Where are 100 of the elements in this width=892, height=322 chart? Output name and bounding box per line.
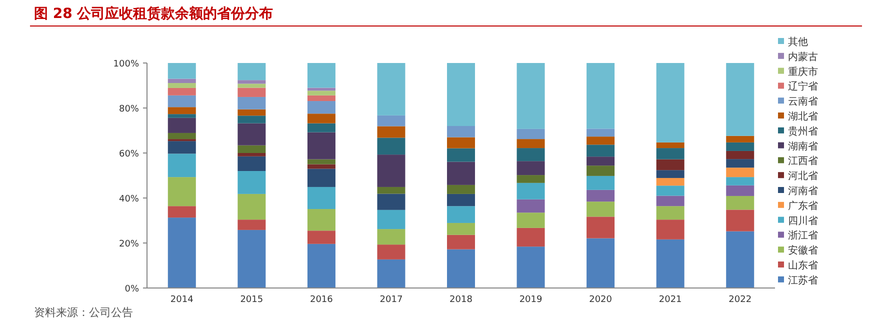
x-tick-label: 2019: [519, 295, 543, 305]
bar: [168, 63, 196, 79]
x-tick-label: 2018: [450, 295, 473, 305]
legend-label: 江苏省: [788, 274, 818, 286]
bar: [238, 194, 266, 220]
legend-label: 云南省: [788, 96, 818, 108]
bar: [238, 63, 266, 80]
bar: [377, 229, 406, 245]
bar: [516, 182, 545, 200]
bar: [586, 176, 615, 190]
legend-label: 山东省: [788, 260, 818, 272]
bar: [238, 123, 266, 146]
bar: [726, 159, 754, 168]
bar: [377, 244, 406, 260]
bar: [516, 63, 545, 129]
bar: [447, 126, 475, 138]
bar: [238, 153, 266, 156]
bar: [656, 170, 684, 178]
bar: [307, 168, 336, 187]
bar: [656, 178, 684, 186]
legend-label: 辽宁省: [788, 80, 818, 93]
bar: [726, 185, 754, 196]
bar: [168, 206, 196, 218]
bar: [377, 194, 406, 210]
bar: [377, 186, 406, 194]
bar: [238, 80, 266, 84]
bar: [447, 194, 475, 206]
bar: [726, 136, 754, 142]
bar: [307, 132, 336, 160]
bar: [238, 88, 266, 97]
bar: [656, 239, 684, 288]
bar: [516, 228, 545, 247]
legend-label: 河南省: [788, 185, 818, 197]
legend-label: 湖南省: [788, 140, 818, 152]
bar: [726, 150, 754, 160]
legend-label: 贵州省: [788, 125, 818, 138]
x-tick-label: 2015: [240, 295, 264, 305]
bar: [586, 238, 615, 288]
bar: [516, 161, 545, 176]
bar: [586, 144, 615, 157]
bar: [238, 116, 266, 124]
bar: [307, 90, 336, 96]
legend-label: 浙江省: [788, 230, 818, 242]
bar: [656, 142, 684, 148]
legend-label: 江西省: [788, 155, 818, 168]
x-tick-label: 2022: [728, 295, 752, 305]
bar: [168, 218, 196, 288]
bar: [307, 164, 336, 169]
bar: [516, 148, 545, 162]
bar: [516, 199, 545, 213]
bar: [307, 101, 336, 114]
legend-label: 安徽省: [788, 244, 818, 257]
bar: [447, 162, 475, 185]
bar: [307, 159, 336, 164]
bar: [586, 202, 615, 217]
bar: [168, 88, 196, 96]
bar: [447, 184, 475, 194]
bar: [447, 222, 475, 235]
bar: [377, 63, 406, 116]
legend-label: 湖北省: [788, 110, 818, 122]
y-tick-label: 80%: [118, 104, 140, 114]
bar: [726, 177, 754, 186]
bar: [307, 114, 336, 124]
bar: [168, 83, 196, 88]
bar: [586, 190, 615, 202]
x-tick-label: 2020: [589, 295, 612, 305]
bar: [726, 210, 754, 232]
bar: [377, 210, 406, 230]
bar: [656, 220, 684, 240]
bar: [168, 78, 196, 84]
bar: [238, 156, 266, 171]
bar: [586, 128, 615, 137]
bar: [238, 109, 266, 116]
bar: [656, 206, 684, 220]
bar: [516, 212, 545, 228]
legend-label: 广东省: [788, 200, 818, 212]
chart-title: 图 28 公司应收租赁款余额的省份分布: [34, 5, 274, 22]
bar: [168, 107, 196, 114]
y-tick-label: 20%: [118, 240, 140, 250]
bar: [516, 175, 545, 183]
bar: [656, 63, 684, 142]
bar: [168, 177, 196, 206]
bar: [377, 138, 406, 155]
legend-label: 内蒙古: [788, 50, 818, 63]
bar: [447, 249, 475, 288]
bar: [447, 206, 475, 223]
bar: [238, 230, 266, 288]
y-tick-label: 100%: [113, 60, 140, 70]
bar: [307, 186, 336, 210]
legend-label: 其他: [788, 36, 808, 48]
bar: [307, 123, 336, 132]
bar: [168, 114, 196, 118]
bar: [377, 126, 406, 138]
bar: [516, 139, 545, 148]
bar: [377, 259, 406, 288]
y-tick-label: 0%: [124, 284, 140, 294]
bar: [656, 186, 684, 196]
bar: [586, 136, 615, 145]
bar: [447, 234, 475, 250]
y-tick-label: 40%: [118, 194, 140, 204]
